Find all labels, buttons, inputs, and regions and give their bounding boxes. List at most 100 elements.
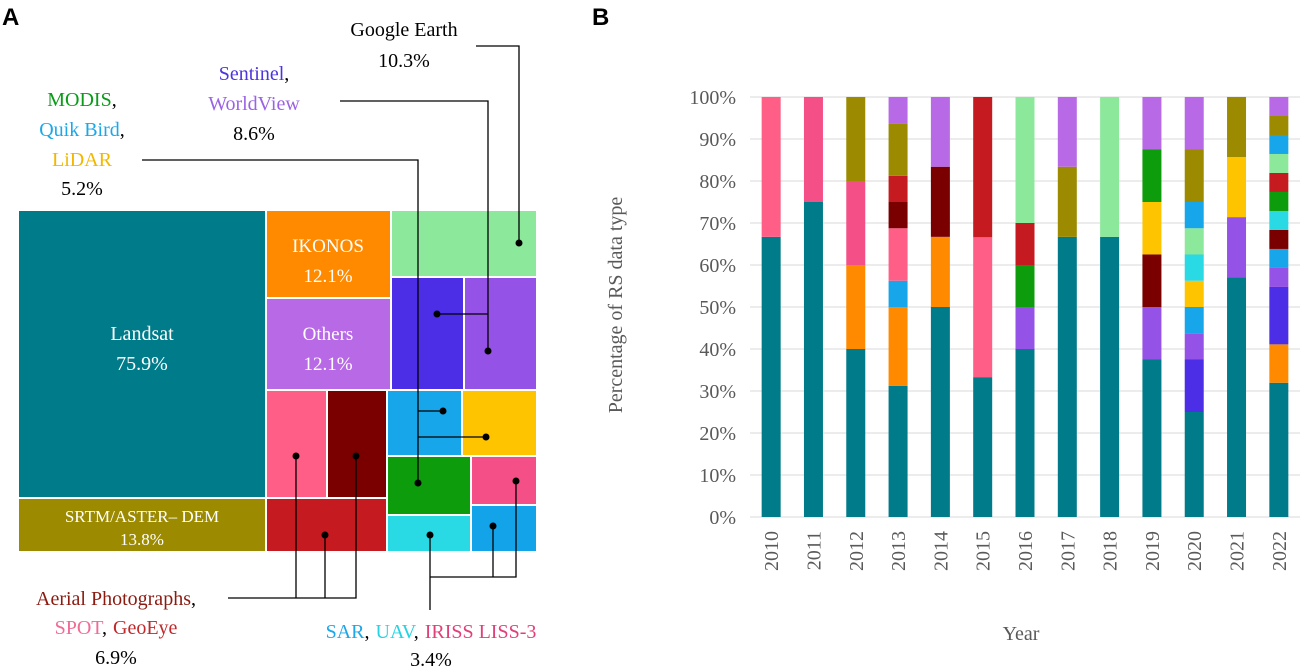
x-tick-label-2020: 2020 [1184, 531, 1206, 571]
dot-uav [426, 531, 434, 539]
x-tick-label-2021: 2021 [1227, 531, 1249, 571]
bar-2022-quikbird [1269, 134, 1289, 154]
bar-2016-modis [1015, 265, 1035, 307]
callouts: Google Earth 10.3% Sentinel, WorldView 8… [36, 19, 536, 670]
bar-2014-others [930, 97, 950, 167]
x-tick-label-2018: 2018 [1100, 531, 1122, 571]
bar-2020-sentinel [1184, 359, 1204, 412]
y-tick-label: 100% [689, 87, 736, 109]
bar-2017-dem [1057, 166, 1077, 237]
bar-2022-quikbird [1269, 248, 1289, 268]
leader-google-earth [476, 45, 520, 243]
x-tick-label-2015: 2015 [973, 531, 995, 571]
google-earth-name: Google Earth [350, 19, 457, 41]
x-tick-label-2017: 2017 [1057, 531, 1079, 571]
landsat-pct: 75.9% [116, 353, 168, 375]
x-tick-label-2019: 2019 [1142, 531, 1164, 571]
bar-2013-landsat [888, 385, 908, 517]
sar-sep1: , [365, 621, 370, 643]
bar-2013-geoeye [888, 175, 908, 202]
x-axis-label: Year [1003, 623, 1040, 645]
ikonos-name: IKONOS [292, 236, 364, 257]
dot-quikbird [439, 407, 447, 415]
y-axis-label: Percentage of RS data type [605, 197, 627, 414]
y-tick-labels: 0% 10% 20% 30% 40% 50% 60% 70% 80% 90% 100% [689, 87, 736, 529]
y-tick-label: 20% [699, 423, 736, 445]
modis-sep: , [112, 89, 117, 111]
leader-sentinel [340, 100, 489, 351]
x-tick-label-2011: 2011 [803, 531, 825, 570]
iriss-name: IRISS LISS-3 [425, 621, 537, 643]
bar-2012-ikonos [846, 265, 866, 349]
bar-2020-quikbird [1184, 307, 1204, 334]
lidar-name: LiDAR [52, 149, 113, 171]
quikbird-name: Quik Bird [39, 119, 120, 141]
bars [761, 97, 1289, 518]
bar-2019-landsat [1142, 359, 1162, 517]
aerial-name: Aerial Photographs [36, 588, 191, 610]
bar-2016-worldview [1015, 307, 1035, 349]
x-tick-label-2013: 2013 [888, 531, 910, 571]
quikbird-line: Quik Bird, [39, 119, 125, 141]
x-tick-label-2014: 2014 [930, 531, 952, 571]
bar-2016-geoeye [1015, 223, 1035, 265]
sentinel-line1: Sentinel, [219, 63, 290, 85]
x-tick-labels: 2010 2011 2012 2013 2014 2015 2016 2017 2018 2019… [761, 531, 1291, 571]
bar-2014-aerial [930, 166, 950, 237]
y-tick-label: 10% [699, 465, 736, 487]
dot-worldview [484, 347, 492, 355]
stacked-bar-chart: 0%10%20%30%40%50%60%70%80%90%100% 2010 20… [605, 87, 1300, 645]
leader-modis [142, 159, 419, 483]
treemap-iriss [470, 455, 538, 506]
aerial-sep: , [191, 588, 196, 610]
x-tick-label-2016: 2016 [1015, 531, 1037, 571]
dot-aerial [352, 452, 360, 460]
bar-2013-quikbird [888, 280, 908, 307]
bar-2013-spot [888, 228, 908, 281]
bar-2022-google_earth [1269, 153, 1289, 173]
bar-2019-others [1142, 97, 1162, 150]
dot-lidar [482, 433, 490, 441]
bar-2022-ikonos [1269, 344, 1289, 383]
others-pct: 12.1% [303, 354, 352, 375]
sar-sep2: , [414, 621, 419, 643]
bar-2012-iriss [846, 181, 866, 265]
treemap-sar [470, 504, 538, 553]
aerial-line1: Aerial Photographs, [36, 588, 196, 610]
y-tick-label: 0% [709, 507, 736, 529]
treemap-aerial [326, 389, 388, 499]
aerial-pct: 6.9% [95, 647, 137, 669]
bar-2013-ikonos [888, 307, 908, 386]
bar-2022-dem [1269, 115, 1289, 135]
worldview-name: WorldView [208, 93, 300, 115]
y-tick-label: 30% [699, 381, 736, 403]
bar-2014-landsat [930, 307, 950, 517]
panel-b-label: B [592, 4, 609, 31]
treemap-worldview [463, 276, 538, 391]
bar-2022-aerial [1269, 229, 1289, 249]
y-tick-label: 40% [699, 339, 736, 361]
leader-dots [292, 239, 523, 539]
treemap-modis [386, 455, 472, 516]
treemap-sentinel [390, 276, 465, 391]
bar-2019-modis [1142, 149, 1162, 202]
treemap-google-earth [390, 209, 538, 278]
bar-2010-landsat [761, 236, 781, 518]
bar-2017-landsat [1057, 236, 1077, 518]
bar-2022-geoeye [1269, 172, 1289, 192]
bar-2014-ikonos [930, 236, 950, 307]
bar-2022-worldview [1269, 267, 1289, 287]
x-tick-label-2010: 2010 [761, 531, 783, 571]
bar-2022-others [1269, 97, 1289, 116]
bar-2021-worldview [1227, 217, 1247, 278]
y-tick-label: 70% [699, 213, 736, 235]
spot-sep: , [102, 617, 107, 639]
dot-google-earth [515, 239, 523, 247]
modis-name: MODIS [47, 89, 111, 111]
treemap-landsat [17, 209, 267, 499]
bar-2020-dem [1184, 149, 1204, 202]
others-name: Others [303, 324, 354, 345]
bar-2021-dem [1227, 97, 1247, 158]
bar-2011-iriss [803, 97, 823, 202]
y-tick-label: 90% [699, 129, 736, 151]
